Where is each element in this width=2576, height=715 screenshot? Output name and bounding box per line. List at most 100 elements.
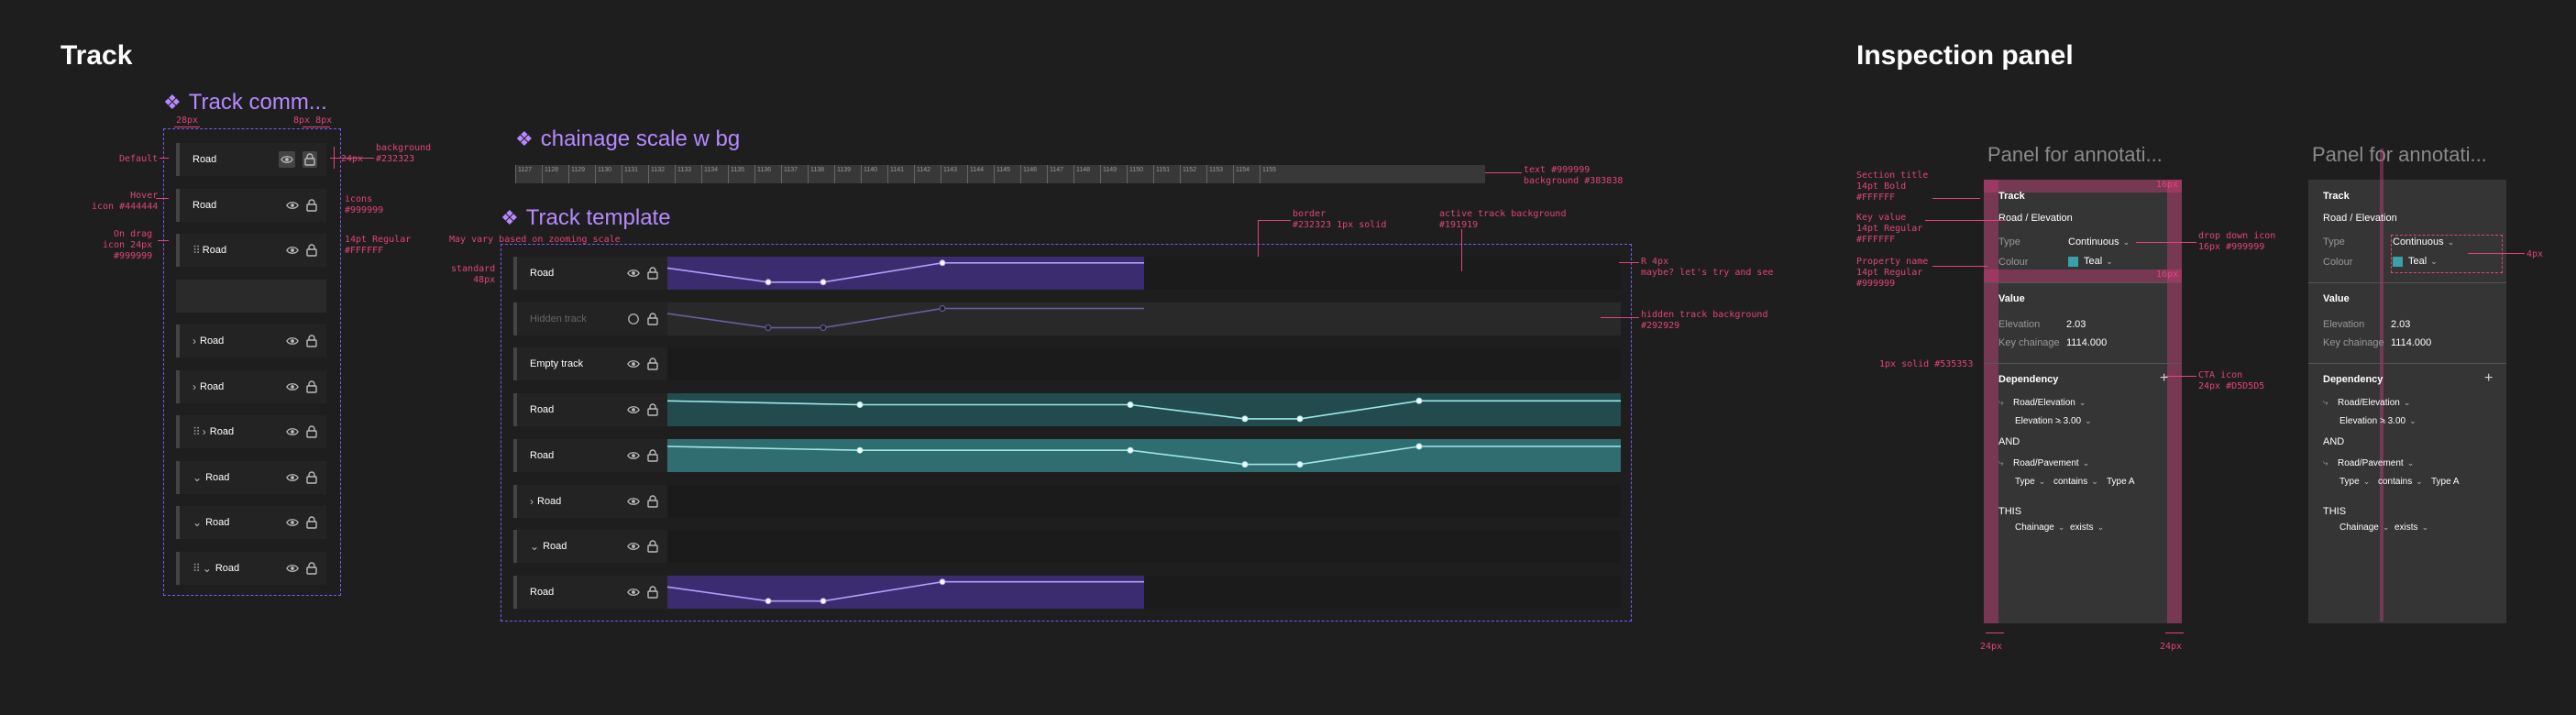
- drag-handle-icon[interactable]: ⠿: [193, 561, 201, 575]
- eye-icon[interactable]: [286, 199, 299, 212]
- dependency-property-3[interactable]: Chainage ⌄: [2339, 522, 2389, 533]
- curve-point[interactable]: [820, 324, 827, 331]
- template-track-row[interactable]: Road: [513, 575, 667, 609]
- eye-icon[interactable]: [286, 516, 299, 529]
- track-row[interactable]: › Road: [176, 369, 326, 403]
- chevron-down-icon[interactable]: ⌄: [2362, 477, 2371, 486]
- dependency-condition-3[interactable]: exists ⌄: [2394, 522, 2428, 533]
- curve-point[interactable]: [1415, 443, 1423, 450]
- eye-icon[interactable]: [286, 562, 299, 575]
- eye-icon[interactable]: [627, 358, 640, 370]
- dependency-property-1[interactable]: Elevation ⌄: [2015, 416, 2064, 426]
- chevron-down-icon[interactable]: ⌄: [2038, 477, 2046, 486]
- chevron-down-icon[interactable]: ⌄: [2409, 416, 2416, 425]
- colour-dropdown[interactable]: Teal ⌄: [2393, 256, 2438, 267]
- chevron-down-icon[interactable]: ⌄: [193, 516, 203, 529]
- curve-point[interactable]: [820, 279, 827, 286]
- drag-handle-icon[interactable]: ⠿: [193, 244, 201, 257]
- curve-point[interactable]: [1415, 397, 1423, 404]
- chevron-right-icon[interactable]: ›: [193, 380, 196, 393]
- add-dependency-button[interactable]: +: [2484, 370, 2493, 386]
- lock-icon[interactable]: [306, 198, 317, 212]
- eye-icon[interactable]: [627, 267, 640, 280]
- chevron-down-icon[interactable]: ⌄: [2447, 237, 2455, 247]
- eye-hidden-icon[interactable]: [627, 313, 640, 325]
- curve-point[interactable]: [939, 305, 946, 312]
- curve-point[interactable]: [1296, 461, 1304, 468]
- chevron-down-icon[interactable]: ⌄: [2085, 416, 2092, 425]
- eye-icon[interactable]: [627, 540, 640, 553]
- track-row[interactable]: ⠿ Road: [176, 234, 326, 267]
- colour-dropdown[interactable]: Teal ⌄: [2068, 256, 2113, 267]
- lock-icon[interactable]: [306, 516, 317, 529]
- eye-icon[interactable]: [627, 495, 640, 508]
- eye-icon[interactable]: [627, 449, 640, 462]
- lock-icon[interactable]: [306, 561, 317, 575]
- dependency-value-2[interactable]: Type A: [2431, 477, 2460, 487]
- lock-icon[interactable]: [306, 244, 317, 257]
- lock-icon[interactable]: [647, 540, 658, 553]
- chevron-down-icon[interactable]: ⌄: [2078, 398, 2086, 407]
- curve-point[interactable]: [1127, 402, 1134, 408]
- chevron-right-icon[interactable]: ›: [202, 425, 206, 438]
- chevron-down-icon[interactable]: ⌄: [193, 470, 203, 484]
- track-row[interactable]: › Road: [176, 324, 326, 358]
- chevron-down-icon[interactable]: ⌄: [2406, 458, 2415, 468]
- lock-icon[interactable]: [306, 425, 317, 438]
- chevron-down-icon[interactable]: ⌄: [2122, 237, 2130, 247]
- eye-icon[interactable]: [286, 471, 299, 484]
- chevron-right-icon[interactable]: ›: [530, 494, 534, 508]
- eye-icon[interactable]: [627, 403, 640, 416]
- eye-icon[interactable]: [281, 153, 293, 166]
- lock-icon[interactable]: [647, 358, 658, 371]
- template-track-row[interactable]: › Road: [513, 484, 667, 518]
- chevron-down-icon[interactable]: ⌄: [2106, 257, 2113, 266]
- curve-point[interactable]: [856, 446, 864, 454]
- chevron-down-icon[interactable]: ⌄: [2382, 522, 2390, 532]
- curve-point[interactable]: [765, 279, 772, 286]
- dependency-property-2[interactable]: Type ⌄: [2339, 477, 2370, 487]
- curve-point[interactable]: [856, 402, 864, 408]
- eye-icon[interactable]: [627, 586, 640, 599]
- chevron-down-icon[interactable]: ⌄: [202, 561, 212, 575]
- curve-point[interactable]: [939, 259, 946, 267]
- chevron-down-icon[interactable]: ⌄: [530, 540, 540, 554]
- track-row[interactable]: ⠿ › Road: [176, 415, 326, 448]
- type-dropdown[interactable]: Continuous ⌄: [2393, 236, 2454, 248]
- chevron-down-icon[interactable]: ⌄: [2097, 522, 2105, 532]
- dependency-condition-2[interactable]: contains ⌄: [2053, 477, 2098, 487]
- dependency-condition-3[interactable]: exists ⌄: [2070, 522, 2104, 533]
- lock-icon[interactable]: [306, 335, 317, 347]
- dependency-track-1[interactable]: Road/Elevation ⌄: [2013, 398, 2086, 408]
- curve-point[interactable]: [765, 324, 772, 331]
- eye-icon[interactable]: [286, 335, 299, 347]
- track-row[interactable]: ⌄ Road: [176, 460, 326, 494]
- lock-icon[interactable]: [647, 267, 658, 280]
- template-track-row[interactable]: Empty track: [513, 347, 667, 381]
- template-track-row[interactable]: ⌄ Road: [513, 530, 667, 564]
- chevron-down-icon[interactable]: ⌄: [2056, 416, 2064, 425]
- lock-icon[interactable]: [306, 470, 317, 484]
- drag-handle-icon[interactable]: ⠿: [193, 425, 201, 438]
- dependency-condition-1[interactable]: > 3.00 ⌄: [2380, 416, 2416, 426]
- template-track-row[interactable]: Hidden track: [513, 302, 667, 336]
- lock-icon[interactable]: [647, 494, 658, 508]
- curve-point[interactable]: [939, 578, 946, 586]
- dependency-property-1[interactable]: Elevation ⌄: [2339, 416, 2388, 426]
- curve-point[interactable]: [820, 598, 827, 605]
- lock-icon[interactable]: [647, 449, 658, 462]
- eye-icon-hover-bg[interactable]: [279, 151, 295, 168]
- dependency-property-2[interactable]: Type ⌄: [2015, 477, 2045, 487]
- track-row[interactable]: Road: [176, 143, 326, 176]
- chevron-down-icon[interactable]: ⌄: [2057, 522, 2065, 532]
- eye-icon[interactable]: [286, 380, 299, 393]
- chevron-down-icon[interactable]: ⌄: [2091, 477, 2098, 486]
- lock-icon[interactable]: [304, 153, 315, 166]
- type-dropdown[interactable]: Continuous ⌄: [2068, 236, 2130, 248]
- dependency-property-3[interactable]: Chainage ⌄: [2015, 522, 2064, 533]
- lock-icon[interactable]: [647, 403, 658, 416]
- chevron-down-icon[interactable]: ⌄: [2403, 398, 2411, 407]
- curve-point[interactable]: [1241, 461, 1249, 468]
- chevron-down-icon[interactable]: ⌄: [2421, 522, 2429, 532]
- dependency-track-2[interactable]: Road/Pavement ⌄: [2013, 458, 2089, 468]
